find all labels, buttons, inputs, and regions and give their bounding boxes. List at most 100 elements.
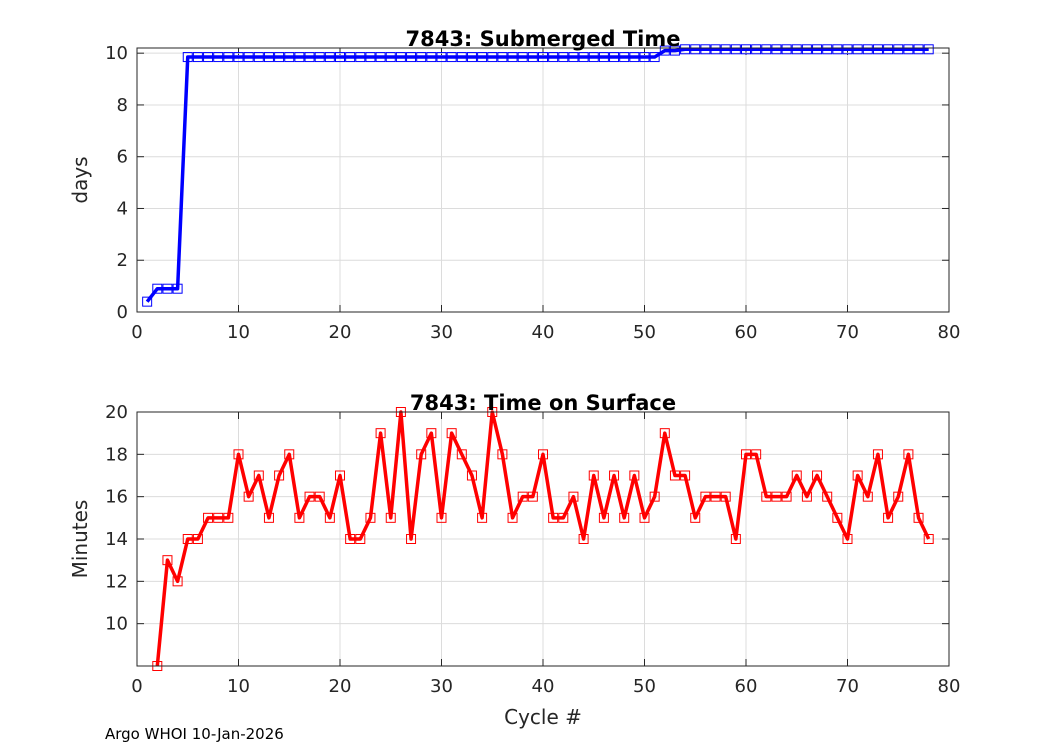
data-point-marker <box>812 44 823 55</box>
data-point-marker <box>751 44 762 55</box>
y-tick-label: 20 <box>105 402 128 423</box>
data-point-marker <box>720 44 731 55</box>
data-point-marker <box>517 52 528 63</box>
data-point-marker <box>456 449 467 460</box>
y-tick-label: 16 <box>105 487 128 508</box>
data-point-marker <box>527 52 538 63</box>
data-point-marker <box>466 52 477 63</box>
y-tick-label: 10 <box>105 43 128 64</box>
data-point-marker <box>832 512 843 523</box>
data-point-marker <box>203 512 214 523</box>
x-tick-label: 40 <box>532 322 555 343</box>
data-point-marker <box>578 52 589 63</box>
data-point-marker <box>416 52 427 63</box>
data-point-marker <box>720 491 731 502</box>
data-point-marker <box>598 512 609 523</box>
data-point-marker <box>324 52 335 63</box>
y-tick-label: 14 <box>105 529 128 550</box>
surface-time-axes: 0 10 20 30 40 50 60 70 80 10 12 14 16 18 20 7843: Time… <box>68 391 960 729</box>
data-point-marker <box>142 296 153 307</box>
data-point-marker <box>730 534 741 544</box>
x-tick-label: 80 <box>938 676 961 697</box>
data-point-marker <box>872 44 883 55</box>
data-point-marker <box>294 512 305 523</box>
data-point-marker <box>487 52 498 63</box>
data-point-marker <box>842 44 853 55</box>
data-point-marker <box>446 428 457 439</box>
data-point-marker <box>588 470 599 481</box>
x-tick-label: 30 <box>430 676 453 697</box>
data-point-marker <box>761 44 772 55</box>
data-point-marker <box>781 491 792 502</box>
data-point-marker <box>730 44 741 55</box>
data-point-marker <box>801 44 812 55</box>
data-point-marker <box>883 512 894 523</box>
data-point-marker <box>497 449 508 460</box>
data-point-marker <box>598 52 609 63</box>
axes-frame <box>136 411 950 667</box>
data-point-marker <box>213 512 224 523</box>
y-tick-label: 4 <box>117 198 128 219</box>
data-point-marker <box>771 44 782 55</box>
data-point-marker <box>507 512 518 523</box>
y-tick-label: 0 <box>117 302 128 323</box>
data-point-marker <box>497 52 508 63</box>
data-point-marker <box>284 52 295 63</box>
data-point-marker <box>761 491 772 502</box>
data-point-marker <box>832 44 843 55</box>
data-point-marker <box>182 534 193 544</box>
data-point-marker <box>680 44 691 55</box>
x-tick-label: 70 <box>836 676 859 697</box>
series-group <box>142 44 934 307</box>
x-tick-label: 50 <box>633 676 656 697</box>
data-point-marker <box>507 52 518 63</box>
data-point-marker <box>314 491 325 502</box>
data-point-marker <box>903 44 914 55</box>
data-point-marker <box>883 44 894 55</box>
data-point-marker <box>619 512 630 523</box>
data-point-marker <box>365 512 376 523</box>
data-point-marker <box>243 52 254 63</box>
axes-frame <box>136 47 950 313</box>
data-point-marker <box>862 491 873 502</box>
x-tick-label: 60 <box>735 322 758 343</box>
data-point-marker <box>192 52 203 63</box>
data-point-marker <box>822 491 833 502</box>
data-point-marker <box>639 52 650 63</box>
series-line <box>155 410 931 667</box>
data-point-marker <box>842 534 853 544</box>
data-point-marker <box>659 428 670 439</box>
data-point-marker <box>538 449 548 460</box>
data-point-marker <box>669 45 680 56</box>
data-point-marker <box>355 534 366 544</box>
y-axis-label: days <box>68 156 92 203</box>
data-point-marker <box>751 449 762 460</box>
data-point-marker <box>263 52 274 63</box>
data-point-marker <box>690 44 701 55</box>
data-point-marker <box>395 52 406 63</box>
data-point-marker <box>436 52 447 63</box>
data-point-marker <box>791 470 802 481</box>
x-tick-label: 60 <box>735 676 758 697</box>
footer-credit: Argo WHOI 10-Jan-2026 <box>105 725 284 743</box>
data-point-marker <box>284 449 295 460</box>
data-point-marker <box>406 534 417 544</box>
data-point-marker <box>365 52 376 63</box>
data-point-marker <box>436 512 447 523</box>
data-point-marker <box>172 283 183 294</box>
data-point-marker <box>822 44 833 55</box>
data-point-marker <box>426 428 437 439</box>
x-tick-label: 40 <box>532 676 555 697</box>
x-tick-label: 10 <box>227 676 250 697</box>
data-point-marker <box>294 52 305 63</box>
data-point-marker <box>913 512 924 523</box>
data-point-marker <box>274 52 285 63</box>
data-point-marker <box>477 52 488 63</box>
data-point-marker <box>243 491 254 502</box>
data-point-marker <box>355 52 366 63</box>
data-point-marker <box>477 512 488 523</box>
data-point-marker <box>669 470 680 481</box>
data-point-marker <box>304 491 315 502</box>
data-point-marker <box>253 52 264 63</box>
